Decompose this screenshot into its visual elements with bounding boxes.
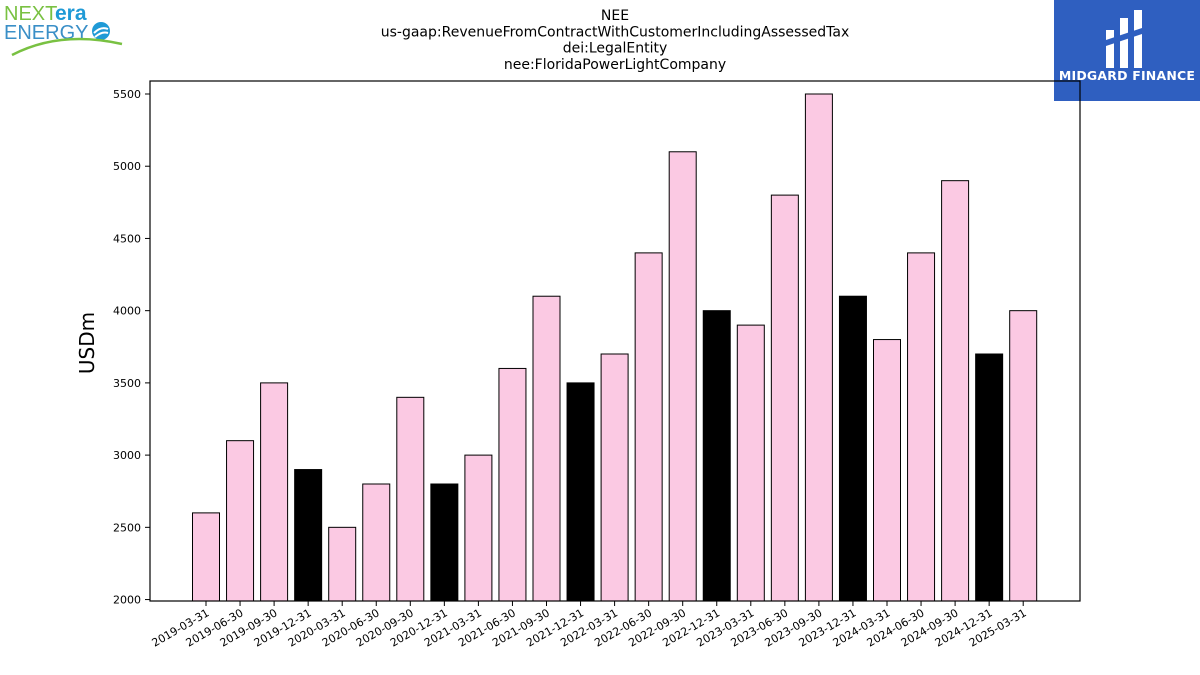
bar-2022-12-31 — [702, 310, 731, 602]
chart-title: NEEus-gaap:RevenueFromContractWithCustom… — [381, 8, 850, 73]
bar-2024-09-30 — [941, 180, 970, 602]
title-line: NEE — [601, 8, 629, 24]
bar-2023-06-30 — [770, 194, 799, 602]
midgard-finance-logo: MIDGARD FINANCE — [1054, 0, 1200, 101]
bar-2019-06-30 — [226, 440, 255, 602]
bar-2021-09-30 — [532, 295, 561, 602]
y-tick-label: 2500 — [113, 521, 141, 534]
bar-2020-12-31 — [430, 483, 459, 602]
bar-2020-09-30 — [396, 396, 425, 602]
bar-2022-06-30 — [634, 252, 663, 602]
bar-2020-06-30 — [362, 483, 391, 602]
y-axis-label: USDm — [75, 312, 99, 374]
midgard-finance-text: MIDGARD FINANCE — [1058, 68, 1196, 83]
bar-2022-03-31 — [600, 353, 629, 602]
bar-2021-06-30 — [498, 367, 527, 602]
y-tick-label: 3500 — [113, 377, 141, 390]
bar-2019-09-30 — [260, 382, 289, 602]
bar-2021-12-31 — [566, 382, 595, 602]
nextera-energy-logo: NEXT era ENERGY — [0, 0, 130, 62]
bar-2023-03-31 — [736, 324, 765, 602]
bar-2019-03-31 — [192, 512, 220, 602]
bar-2022-09-30 — [668, 151, 697, 602]
y-tick-label: 4000 — [113, 305, 141, 318]
title-line: nee:FloridaPowerLightCompany — [504, 57, 726, 73]
bar-2024-03-31 — [873, 339, 901, 602]
bar-2024-06-30 — [907, 252, 936, 602]
bar-2020-03-31 — [328, 526, 357, 602]
bars — [192, 93, 1038, 602]
midgard-mark-icon — [1106, 10, 1142, 68]
bar-2025-03-31 — [1009, 310, 1038, 602]
title-line: dei:LegalEntity — [563, 41, 668, 57]
y-axis: 2000 2500 3000 3500 4000 4500 5000 5500 — [113, 88, 150, 607]
bar-2021-03-31 — [464, 454, 493, 602]
y-tick-label: 5000 — [113, 160, 141, 173]
bar-2023-12-31 — [838, 295, 867, 602]
bar-2019-12-31 — [294, 469, 323, 602]
x-axis: 2019-03-312019-06-302019-09-302019-12-31… — [150, 601, 1029, 650]
logo-era-text: era — [55, 2, 87, 25]
logo-swoosh-icon — [11, 37, 123, 57]
logo-next-text: NEXT — [4, 3, 57, 25]
bar-2023-09-30 — [804, 93, 833, 602]
y-tick-label: 5500 — [113, 88, 141, 101]
y-tick-label: 3000 — [113, 449, 141, 462]
bar-2024-12-31 — [975, 353, 1004, 602]
title-line: us-gaap:RevenueFromContractWithCustomerI… — [381, 24, 850, 40]
y-tick-label: 2000 — [113, 594, 141, 607]
y-tick-label: 4500 — [113, 232, 141, 245]
